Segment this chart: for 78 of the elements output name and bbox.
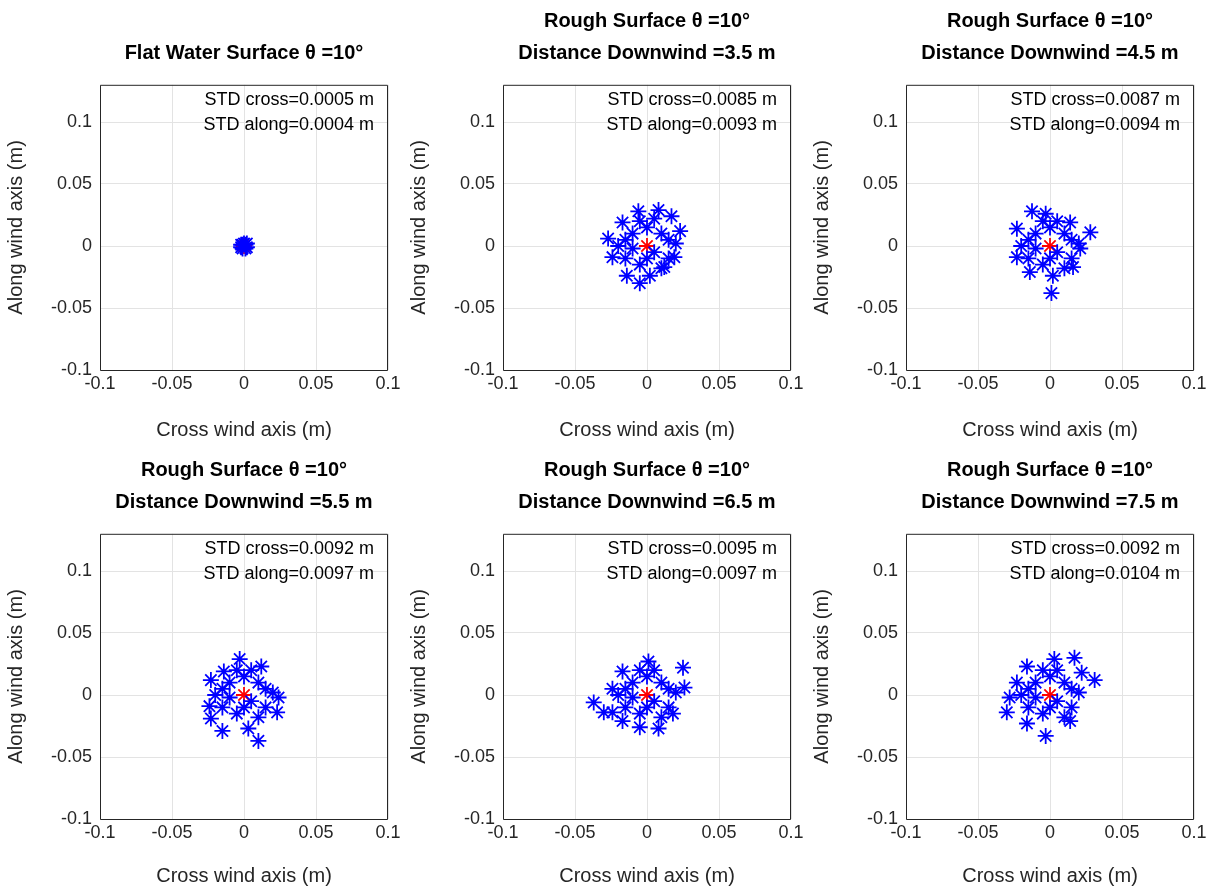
chart-title: Rough Surface θ =10° Distance Downwind =7.5 m [920, 457, 1180, 514]
y-axis-title: Along wind axis (m) [809, 140, 832, 315]
chart-title: Flat Water Surface θ =10° [123, 40, 365, 65]
annotation: STD cross=0.0095 m [607, 537, 777, 558]
x-tick-label: 0 [641, 372, 653, 393]
x-tick-label: 0.1 [778, 821, 804, 842]
x-tick-label: 0.1 [1181, 821, 1207, 842]
y-tick-label: 0.05 [459, 621, 495, 642]
y-tick-label: 0 [887, 683, 898, 704]
annotation: STD along=0.0004 m [203, 113, 374, 134]
x-axis-title: Cross wind axis (m) [962, 417, 1138, 440]
x-axis-title: Cross wind axis (m) [962, 863, 1138, 886]
y-tick-label: 0 [484, 234, 495, 255]
x-tick-label: 0.05 [298, 821, 334, 842]
annotation: STD along=0.0097 m [606, 562, 777, 583]
y-tick-label: -0.05 [453, 296, 495, 317]
y-tick-label: -0.05 [50, 296, 92, 317]
x-axis-title: Cross wind axis (m) [156, 863, 332, 886]
y-tick-label: 0.1 [469, 110, 495, 131]
x-tick-label: 0.1 [778, 372, 804, 393]
y-tick-label: -0.05 [453, 745, 495, 766]
y-tick-label: -0.05 [50, 745, 92, 766]
x-tick-label: -0.05 [554, 372, 596, 393]
y-tick-label: 0 [81, 683, 92, 704]
y-tick-label: 0.05 [56, 172, 92, 193]
y-tick-label: 0 [887, 234, 898, 255]
y-tick-label: 0.1 [66, 110, 92, 131]
x-axis-title: Cross wind axis (m) [559, 417, 735, 440]
y-tick-label: 0 [484, 683, 495, 704]
y-tick-label: 0.1 [66, 559, 92, 580]
annotation: STD along=0.0094 m [1009, 113, 1180, 134]
annotation: STD cross=0.0085 m [607, 88, 777, 109]
y-tick-label: 0 [81, 234, 92, 255]
x-tick-label: 0 [238, 821, 250, 842]
x-tick-label: 0.1 [1181, 372, 1207, 393]
y-tick-label: 0.05 [56, 621, 92, 642]
annotation: STD along=0.0093 m [606, 113, 777, 134]
y-tick-label: -0.05 [856, 296, 898, 317]
x-tick-label: 0.05 [701, 372, 737, 393]
chart-title: Rough Surface θ =10° Distance Downwind =6.5 m [517, 457, 777, 514]
x-tick-label: 0 [641, 821, 653, 842]
y-axis-title: Along wind axis (m) [406, 140, 429, 315]
x-tick-label: 0.1 [375, 821, 401, 842]
x-tick-label: 0.05 [298, 372, 334, 393]
x-tick-label: 0.1 [375, 372, 401, 393]
chart-title: Rough Surface θ =10° Distance Downwind =4.5 m [920, 8, 1180, 65]
y-axis-title: Along wind axis (m) [809, 589, 832, 764]
annotation: STD cross=0.0087 m [1010, 88, 1180, 109]
x-tick-label: 0.05 [1104, 372, 1140, 393]
y-tick-label: -0.05 [856, 745, 898, 766]
annotation: STD cross=0.0005 m [204, 88, 374, 109]
y-tick-label: 0.05 [862, 172, 898, 193]
x-axis-title: Cross wind axis (m) [559, 863, 735, 886]
chart-title: Rough Surface θ =10° Distance Downwind =3.5 m [517, 8, 777, 65]
x-axis-title: Cross wind axis (m) [156, 417, 332, 440]
y-tick-label: 0.1 [872, 110, 898, 131]
y-axis-title: Along wind axis (m) [406, 589, 429, 764]
x-tick-label: 0.05 [1104, 821, 1140, 842]
y-axis-title: Along wind axis (m) [3, 140, 26, 315]
x-tick-label: -0.05 [957, 821, 999, 842]
annotation: STD along=0.0104 m [1009, 562, 1180, 583]
chart-title: Rough Surface θ =10° Distance Downwind =5.5 m [114, 457, 374, 514]
annotation: STD cross=0.0092 m [204, 537, 374, 558]
x-tick-label: 0.05 [701, 821, 737, 842]
x-tick-label: -0.05 [151, 821, 193, 842]
x-tick-label: -0.05 [554, 821, 596, 842]
y-axis-title: Along wind axis (m) [3, 589, 26, 764]
x-tick-label: 0 [238, 372, 250, 393]
y-tick-label: 0.05 [862, 621, 898, 642]
x-tick-label: -0.05 [957, 372, 999, 393]
annotation: STD along=0.0097 m [203, 562, 374, 583]
x-tick-label: -0.05 [151, 372, 193, 393]
annotation: STD cross=0.0092 m [1010, 537, 1180, 558]
x-tick-label: 0 [1044, 372, 1056, 393]
y-tick-label: 0.1 [872, 559, 898, 580]
x-tick-label: 0 [1044, 821, 1056, 842]
y-tick-label: 0.05 [459, 172, 495, 193]
y-tick-label: 0.1 [469, 559, 495, 580]
